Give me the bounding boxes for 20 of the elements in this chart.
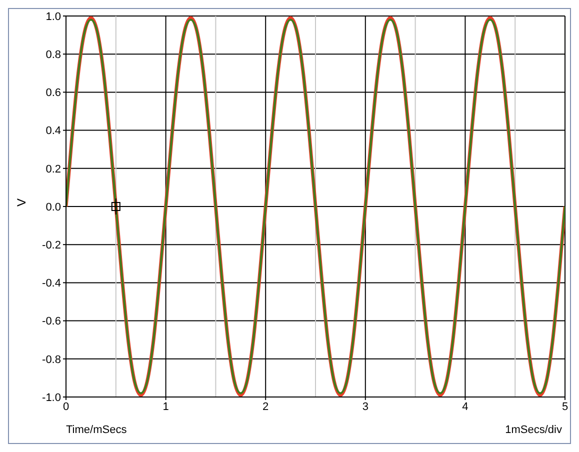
y-tick-label: 0.8 [46, 49, 61, 62]
y-tick-label: 0.6 [46, 87, 61, 100]
x-tick-label: 1 [162, 400, 169, 413]
y-tick-label: -0.4 [42, 278, 61, 290]
y-tick-label: -0.8 [42, 354, 61, 366]
text: 1mSecs/div [505, 424, 562, 436]
x-tick-label: 5 [562, 400, 568, 413]
x-axis-title: Time/mSecs [66, 424, 127, 436]
y-tick-label: 0.2 [46, 163, 61, 176]
x-tick-label: 0 [62, 400, 70, 413]
x-tick-label: 4 [462, 400, 468, 413]
y-tick-label: 0.0 [46, 201, 61, 214]
y-tick-label: -0.2 [42, 240, 61, 252]
y-axis-title: V [14, 198, 28, 206]
y-tick-label: 0.4 [46, 125, 61, 138]
x-tick-label: 2 [262, 400, 269, 413]
y-tick-label: -0.6 [42, 316, 61, 328]
y-tick-label: -1.0 [42, 392, 61, 404]
x-tick-label: 3 [362, 400, 368, 413]
y-tick-label: 1.0 [46, 10, 61, 23]
